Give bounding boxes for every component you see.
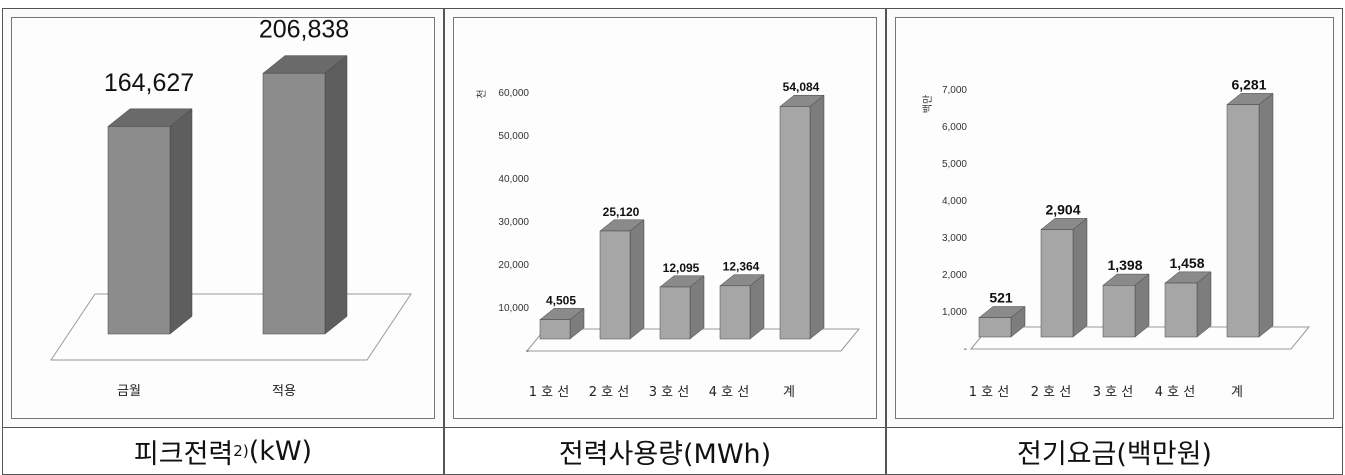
bar-1-side [629,219,645,340]
y-tick-label: 50,000 [498,131,529,142]
data-label: 1,458 [1169,255,1204,271]
y-tick-label: 5,000 [942,159,967,170]
y-tick-label: 6,000 [942,122,967,133]
y-tick-label: 60,000 [498,88,529,99]
bar-2 [1102,285,1136,338]
bar-0 [978,317,1012,338]
caption-title: 피크전력 [133,438,234,470]
bar-3 [1164,282,1198,338]
bar-3-side [1196,271,1212,338]
bar-1-side [324,55,348,335]
y-tick-label: 7,000 [942,85,967,96]
bar-1-side [1072,217,1088,338]
bar-2-side [689,275,705,340]
category-label: 적용 [272,384,296,399]
peak-power-panel: 164,627 금월 206,838 적용 [2,8,444,428]
electricity-fee-panel: - 1,000 2,000 3,000 4,000 5,000 6,000 7,000 백만 52… [886,8,1343,428]
bar-1 [262,72,326,335]
category-label: 1 호 선 [529,385,569,400]
y-tick-label: 20,000 [498,260,529,271]
data-label: 206,838 [259,16,349,44]
electricity-fee-chart: - 1,000 2,000 3,000 4,000 5,000 6,000 7,000 백만 52… [922,76,1311,400]
bar-3 [719,285,751,340]
energy-usage-chart: - 10,000 20,000 30,000 40,000 50,000 60,000 천 4,… [476,80,861,400]
bar-4 [1226,104,1260,338]
y-tick-label: - [526,346,529,357]
peak-power-caption: 피크전력 2) (kW) [2,428,444,475]
y-tick-label: 30,000 [498,217,529,228]
data-label: 2,904 [1045,201,1080,217]
y-tick-label: 40,000 [498,174,529,185]
data-label: 25,120 [603,205,640,219]
y-axis-unit: 백만 [922,95,934,113]
data-label: 12,095 [663,261,700,275]
energy-usage-panel: - 10,000 20,000 30,000 40,000 50,000 60,000 천 4,… [444,8,886,428]
bar-3-side [749,274,765,340]
category-label: 3 호 선 [649,385,689,400]
energy-usage-caption: 전력사용량(MWh) [444,428,886,475]
category-label: 1 호 선 [969,385,1009,400]
bar-4-side [809,94,825,340]
chart-frame [11,17,435,419]
data-label: 521 [989,290,1013,306]
category-label: 2 호 선 [1031,385,1071,400]
caption-title: 전기요금(백만원) [1017,438,1212,470]
caption-footnote: 2) [233,442,249,460]
category-label: 금월 [117,384,141,399]
data-label: 1,398 [1107,257,1142,273]
bar-1 [1040,229,1074,338]
caption-unit: (kW) [248,435,313,467]
bar-0 [107,126,171,335]
data-label: 4,505 [546,293,576,307]
category-label: 4 호 선 [1155,385,1195,400]
caption-title: 전력사용량(MWh) [558,438,772,470]
bar-4-side [1258,92,1274,338]
electricity-fee-caption: 전기요금(백만원) [886,428,1343,475]
bar-0-side [169,108,193,335]
bar-0 [539,319,571,340]
bar-4 [779,106,811,340]
data-label: 164,627 [104,69,194,97]
category-label: 4 호 선 [709,385,749,400]
category-label: 계 [1231,385,1243,400]
y-tick-label: 10,000 [498,303,529,314]
category-label: 계 [783,385,795,400]
y-tick-label: 2,000 [942,270,967,281]
chart-floor [525,328,861,352]
bar-1 [599,230,631,340]
y-tick-label: 4,000 [942,196,967,207]
y-tick-label: - [964,344,967,355]
data-label: 12,364 [723,260,760,274]
data-label: 6,281 [1231,76,1266,92]
data-label: 54,084 [783,80,820,94]
y-tick-label: 3,000 [942,233,967,244]
category-label: 2 호 선 [589,385,629,400]
peak-power-chart: 164,627 금월 206,838 적용 [50,16,412,399]
category-label: 3 호 선 [1093,385,1133,400]
bar-2 [659,286,691,340]
y-axis-unit: 천 [476,89,488,98]
bar-2-side [1134,273,1150,338]
chart-floor [50,293,412,361]
y-tick-label: 1,000 [942,307,967,318]
